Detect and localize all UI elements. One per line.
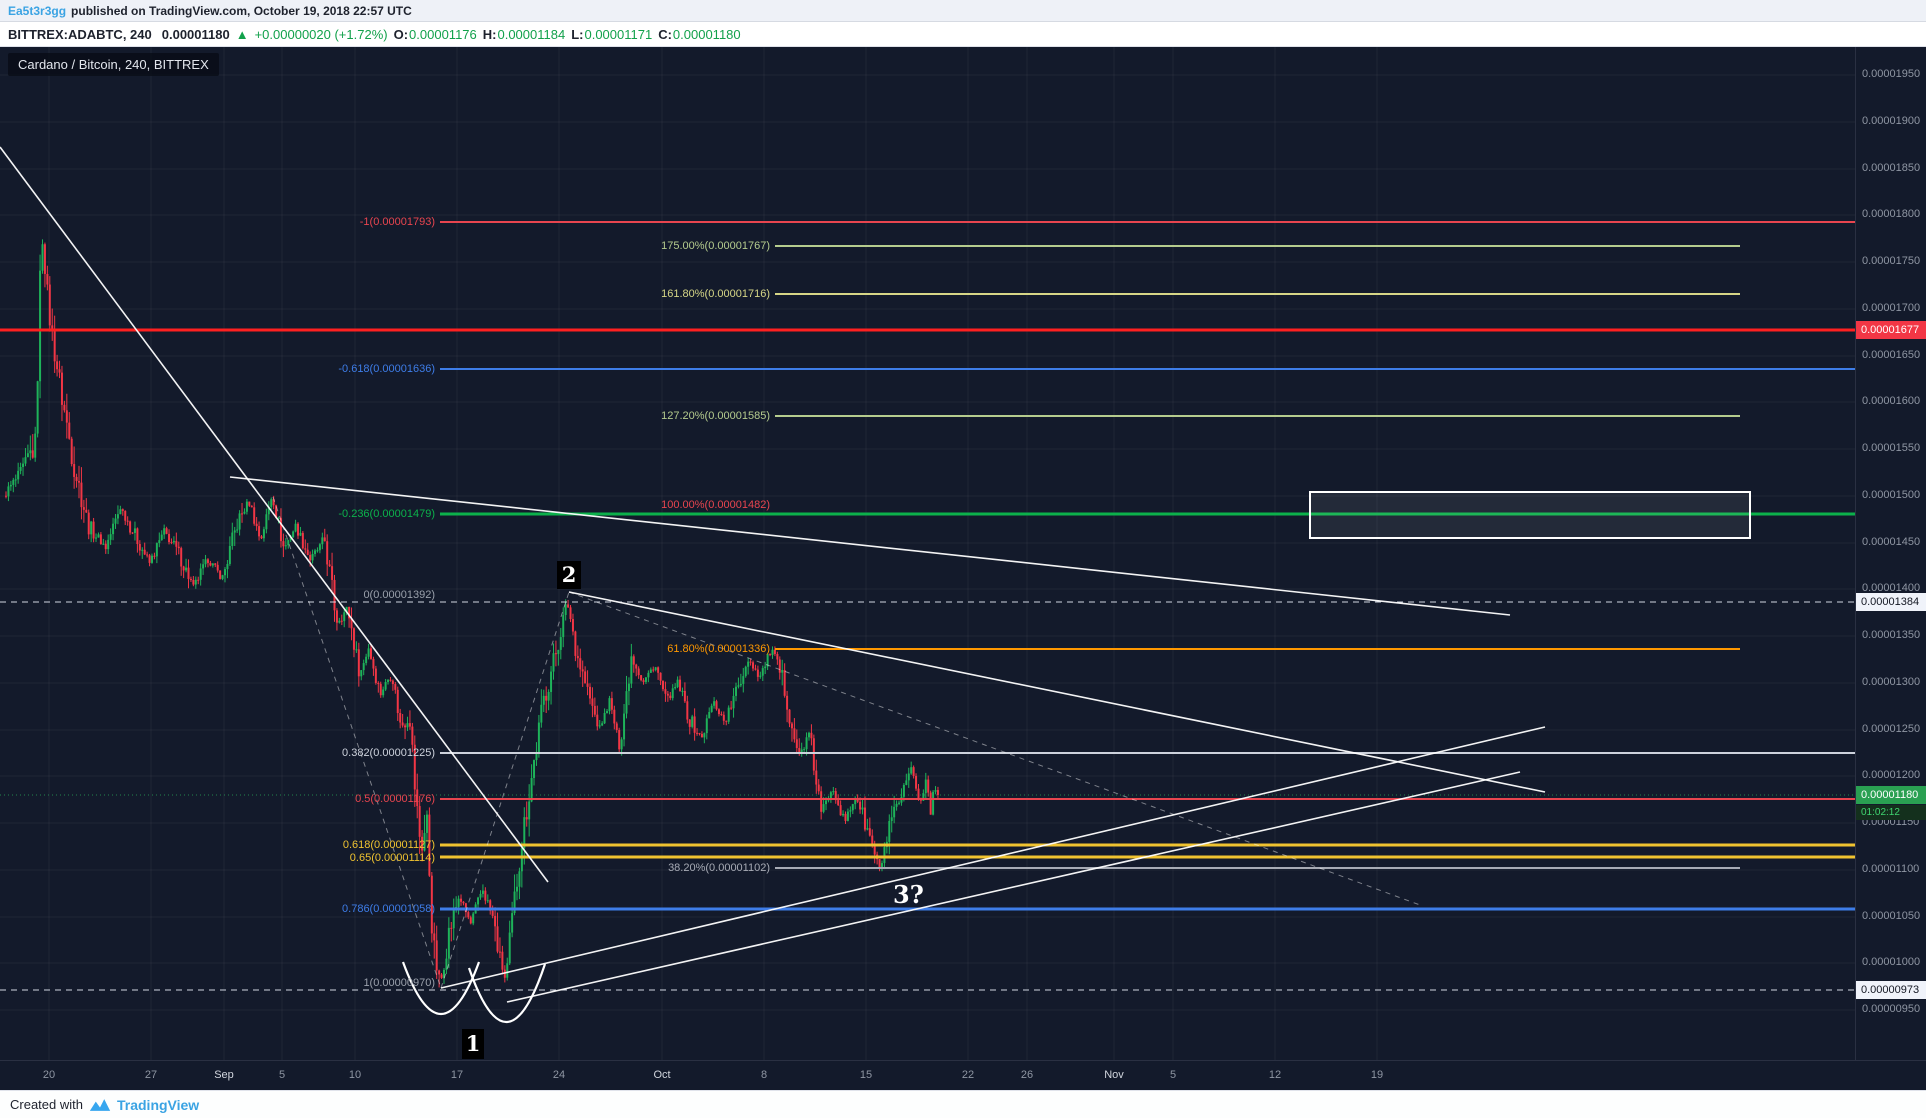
chart-area[interactable]: -1(0.00001793) 175.00%(0.00001767) 161.80%… bbox=[0, 47, 1926, 1090]
price-tag-3: 01:02:12 bbox=[1856, 805, 1926, 820]
price-tick: 0.00001750 bbox=[1862, 255, 1921, 267]
time-tick-5: 5 bbox=[278, 1069, 286, 1081]
time-tick-17: 17 bbox=[450, 1069, 464, 1081]
price-tick: 0.00001400 bbox=[1862, 582, 1921, 594]
chart-legend: Cardano / Bitcoin, 240, BITTREX bbox=[8, 53, 219, 76]
open-value: 0.00001176 bbox=[409, 26, 477, 42]
price-tick: 0.00001950 bbox=[1862, 68, 1921, 80]
time-tick-20: 20 bbox=[42, 1069, 56, 1081]
price-change: +0.00000020 (+1.72%) bbox=[254, 26, 388, 42]
candles bbox=[5, 239, 939, 988]
publisher-username-link[interactable]: Ea5t3r3gg bbox=[8, 3, 67, 18]
price-tick: 0.00001500 bbox=[1862, 489, 1921, 501]
price-tick: 0.00001000 bbox=[1862, 956, 1921, 968]
symbol-name: BITTREX:ADABTC, 240 bbox=[8, 26, 152, 42]
price-tick: 0.00001450 bbox=[1862, 536, 1921, 548]
high-value: 0.00001184 bbox=[497, 26, 566, 42]
time-tick-10: 10 bbox=[348, 1069, 362, 1081]
price-tag-1: 0.00001384 bbox=[1856, 593, 1926, 611]
low-value: 0.00001171 bbox=[584, 26, 653, 42]
price-tick: 0.00001300 bbox=[1862, 676, 1921, 688]
close-value: 0.00001180 bbox=[672, 26, 741, 42]
price-tick: 0.00001250 bbox=[1862, 723, 1921, 735]
time-tick-Sep: Sep bbox=[214, 1069, 234, 1081]
price-tick: 0.00001100 bbox=[1862, 863, 1920, 875]
price-axis[interactable]: 0.00001950 0.00001900 0.00001850 0.00001800… bbox=[1855, 47, 1926, 1060]
time-axis[interactable]: 20 27 Sep 5 10 17 24 Oct 8 15 22 26 Nov 5 12 19 bbox=[0, 1060, 1926, 1090]
time-tick-Oct: Oct bbox=[653, 1069, 671, 1081]
tradingview-logo-icon bbox=[89, 1098, 111, 1111]
change-arrow-icon: ▲ bbox=[235, 26, 249, 42]
price-tick: 0.00001800 bbox=[1862, 208, 1921, 220]
time-tick-24: 24 bbox=[552, 1069, 566, 1081]
price-tick: 0.00001900 bbox=[1862, 115, 1921, 127]
time-tick-26: 26 bbox=[1020, 1069, 1034, 1081]
time-tick-12: 12 bbox=[1268, 1069, 1282, 1081]
candlestick-plot[interactable] bbox=[0, 47, 1855, 1060]
time-tick-19: 19 bbox=[1370, 1069, 1384, 1081]
price-tick: 0.00001700 bbox=[1862, 302, 1921, 314]
low-label: L: bbox=[571, 26, 584, 42]
time-tick-5: 5 bbox=[1169, 1069, 1177, 1081]
price-tick: 0.00001350 bbox=[1862, 629, 1921, 641]
footer-bar: Created with TradingView bbox=[0, 1090, 1926, 1118]
symbol-info-bar: BITTREX:ADABTC, 240 0.00001180 ▲ +0.0000… bbox=[0, 22, 1926, 47]
publisher-bar: Ea5t3r3gg published on TradingView.com, … bbox=[0, 0, 1926, 22]
grid-lines bbox=[0, 47, 1855, 1060]
price-tag-2: 0.00001180 bbox=[1856, 786, 1926, 804]
high-label: H: bbox=[482, 26, 497, 42]
time-tick-15: 15 bbox=[859, 1069, 873, 1081]
time-tick-22: 22 bbox=[961, 1069, 975, 1081]
price-tick: 0.00001850 bbox=[1862, 162, 1921, 174]
price-tick: 0.00000950 bbox=[1862, 1003, 1921, 1015]
publisher-text: published on TradingView.com, October 19… bbox=[71, 3, 412, 18]
price-tag-0: 0.00001677 bbox=[1856, 321, 1926, 339]
last-price: 0.00001180 bbox=[161, 26, 230, 42]
close-label: C: bbox=[658, 26, 672, 42]
price-tick: 0.00001200 bbox=[1862, 769, 1921, 781]
time-tick-8: 8 bbox=[760, 1069, 768, 1081]
price-tick: 0.00001550 bbox=[1862, 442, 1921, 454]
open-label: O: bbox=[393, 26, 409, 42]
price-tick: 0.00001050 bbox=[1862, 910, 1921, 922]
created-with-text: Created with bbox=[10, 1097, 83, 1112]
price-tick: 0.00001650 bbox=[1862, 349, 1921, 361]
price-tag-4: 0.00000973 bbox=[1856, 981, 1926, 999]
price-tick: 0.00001600 bbox=[1862, 395, 1921, 407]
time-tick-27: 27 bbox=[144, 1069, 158, 1081]
tradingview-link[interactable]: TradingView bbox=[116, 1096, 200, 1113]
time-tick-Nov: Nov bbox=[1104, 1069, 1124, 1081]
